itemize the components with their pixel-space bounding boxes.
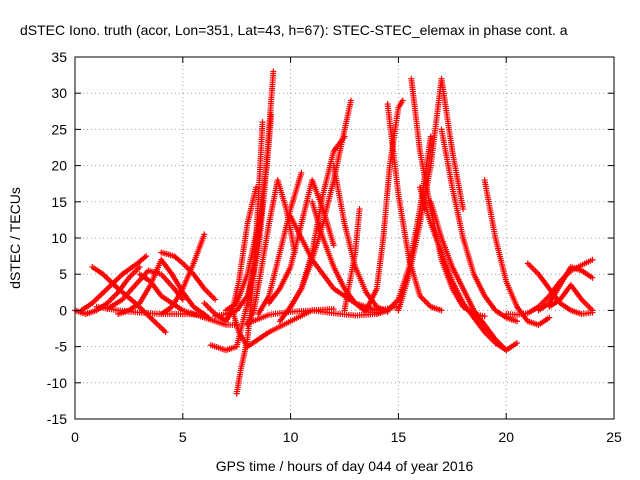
y-tick-label: -15 (47, 411, 67, 427)
series-track (233, 119, 266, 397)
series-track (416, 184, 510, 354)
series-track (438, 126, 520, 325)
data-point-markers (255, 169, 305, 318)
data-points (72, 68, 596, 397)
y-tick-label: -5 (55, 339, 68, 355)
series-track (136, 271, 240, 328)
axis-ticks: 0 5 10 15 20 25 -15 -10 -5 0 5 10 15 20 25 30 35 (47, 49, 622, 445)
y-tick-label: 15 (51, 194, 67, 210)
data-point-markers (233, 119, 266, 397)
series-track (535, 263, 596, 314)
data-point-markers (535, 263, 596, 314)
series-track (341, 206, 363, 314)
data-point-markers (309, 198, 380, 316)
x-tick-label: 0 (71, 429, 79, 445)
x-axis-title: GPS time / hours of day 044 of year 2016 (216, 458, 474, 474)
series-track (481, 177, 553, 328)
y-tick-label: -10 (47, 375, 67, 391)
series-track (104, 267, 186, 312)
y-tick-label: 0 (59, 302, 67, 318)
y-tick-label: 25 (51, 121, 67, 137)
y-tick-label: 30 (51, 85, 67, 101)
data-point-markers (546, 282, 596, 314)
series-track (427, 198, 520, 354)
data-point-markers (427, 198, 520, 354)
grid-lines (75, 57, 614, 419)
data-point-markers (287, 133, 348, 310)
x-tick-label: 5 (179, 429, 187, 445)
data-point-markers (136, 271, 240, 328)
series-track (89, 263, 169, 336)
series-track (384, 101, 445, 314)
y-tick-label: 10 (51, 230, 67, 246)
data-point-markers (416, 184, 510, 354)
x-tick-label: 10 (283, 429, 299, 445)
data-point-markers (104, 267, 186, 312)
y-tick-label: 20 (51, 158, 67, 174)
x-tick-label: 20 (498, 429, 514, 445)
series-track (255, 169, 305, 318)
data-point-markers (158, 249, 219, 303)
x-tick-label: 25 (606, 429, 622, 445)
data-point-markers (78, 253, 150, 314)
data-point-markers (438, 126, 520, 325)
data-point-markers (481, 177, 553, 328)
series-track (78, 253, 150, 314)
series-track (546, 282, 596, 314)
data-point-markers (89, 263, 169, 336)
data-point-markers (341, 206, 363, 314)
x-tick-label: 15 (391, 429, 407, 445)
data-point-markers (384, 101, 445, 314)
y-tick-label: 5 (59, 266, 67, 282)
chart-title: dSTEC Iono. truth (acor, Lon=351, Lat=43… (20, 22, 568, 38)
series-track (309, 198, 380, 316)
series-track (158, 249, 219, 303)
y-tick-label: 35 (51, 49, 67, 65)
series-track (287, 133, 348, 310)
y-axis-title: dSTEC / TECUs (7, 187, 23, 289)
